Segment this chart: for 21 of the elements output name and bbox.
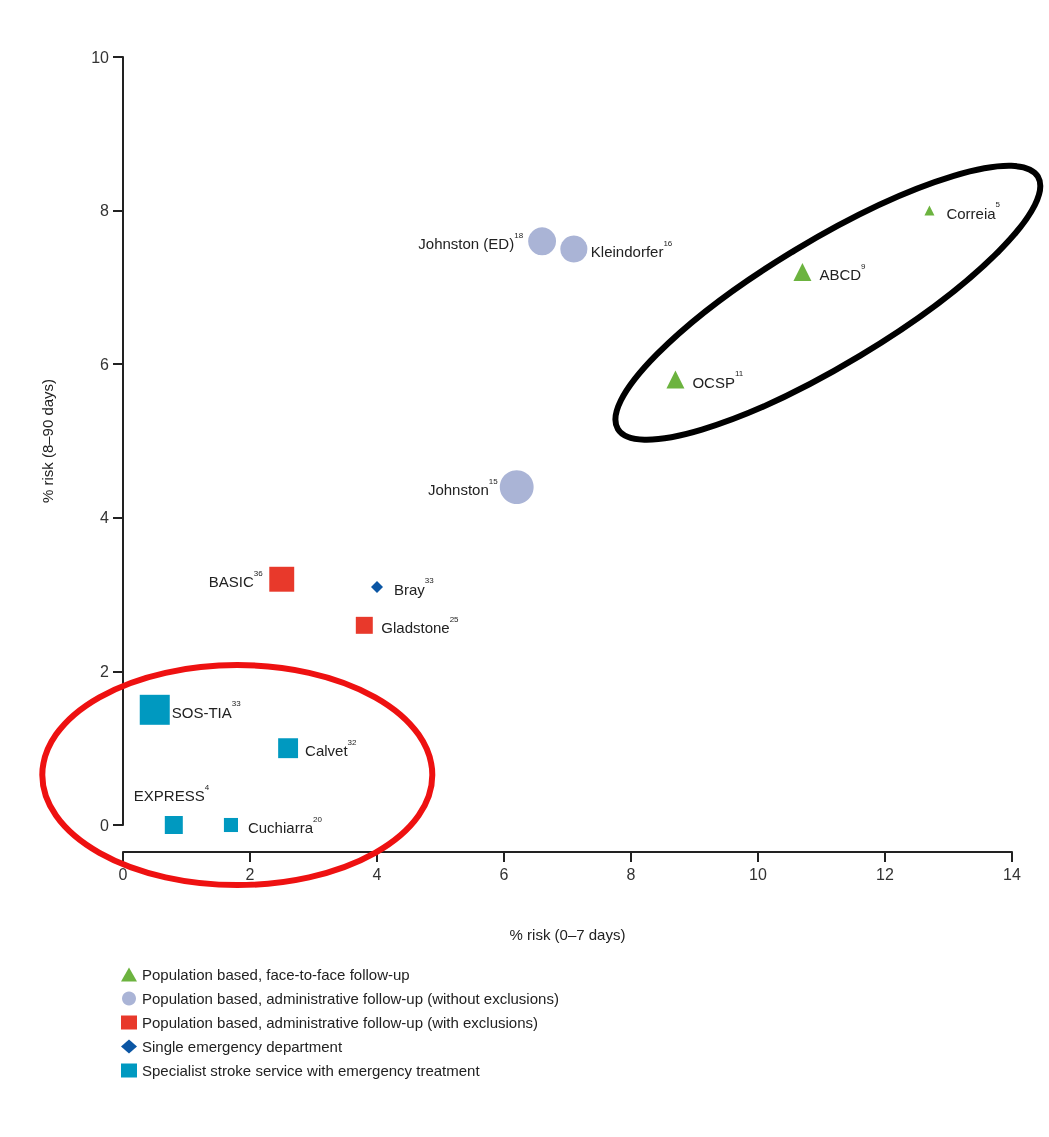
legend-label: Single emergency department xyxy=(142,1038,343,1055)
x-tick-label: 0 xyxy=(118,865,128,883)
legend-label: Population based, face-to-face follow-up xyxy=(142,966,410,983)
x-tick-label: 14 xyxy=(1003,865,1021,883)
y-tick-label: 8 xyxy=(100,202,110,220)
x-axis-title: % risk (0–7 days) xyxy=(509,926,626,943)
x-tick-label: 4 xyxy=(372,865,382,883)
y-tick-label: 6 xyxy=(100,355,110,373)
legend-label: Specialist stroke service with emergency treatment xyxy=(142,1062,481,1079)
y-tick-label: 10 xyxy=(91,48,110,66)
y-tick-label: 4 xyxy=(100,509,110,527)
x-tick-label: 6 xyxy=(499,865,509,883)
x-tick-label: 10 xyxy=(749,865,767,883)
y-tick-label: 2 xyxy=(100,662,110,680)
legend-label: Population based, administrative follow-up (with exclusions) xyxy=(142,1014,539,1031)
legend-label: Population based, administrative follow-up (without exclusions) xyxy=(142,990,559,1007)
y-tick-label: 0 xyxy=(100,816,110,834)
x-tick-label: 8 xyxy=(626,865,636,883)
x-tick-label: 12 xyxy=(876,865,894,883)
y-axis-title: % risk (8–90 days) xyxy=(39,378,56,504)
x-tick-label: 2 xyxy=(245,865,255,883)
